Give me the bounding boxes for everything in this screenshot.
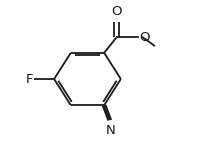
Text: F: F — [26, 73, 33, 85]
Text: N: N — [105, 124, 115, 137]
Text: O: O — [139, 31, 149, 44]
Text: O: O — [111, 5, 122, 18]
